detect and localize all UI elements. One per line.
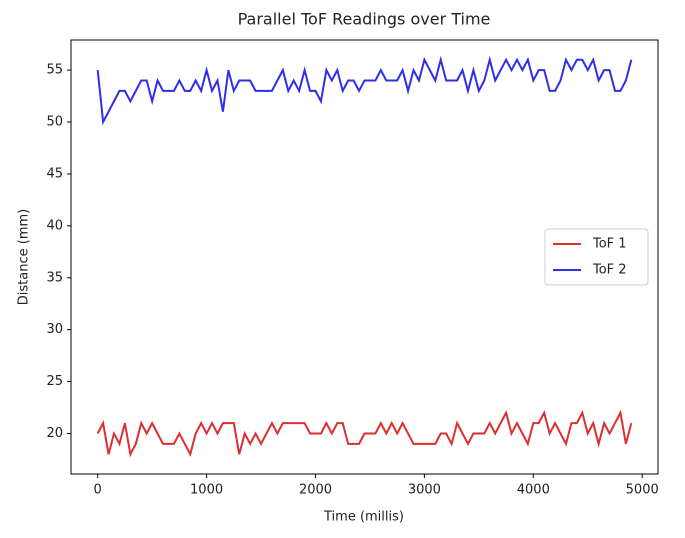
x-tick-label: 5000	[626, 483, 659, 498]
y-tick-label: 50	[46, 115, 63, 130]
series-line	[96, 55, 633, 126]
legend-label: ToF 1	[592, 237, 627, 252]
series-line	[96, 409, 633, 458]
x-tick-label: 2000	[299, 483, 332, 498]
y-tick-label: 45	[46, 166, 63, 181]
legend-label: ToF 2	[592, 263, 627, 278]
x-tick-label: 4000	[517, 483, 550, 498]
y-axis-label: Distance (mm)	[17, 209, 32, 305]
y-tick-label: 25	[46, 374, 63, 389]
plot-frame	[70, 39, 659, 475]
x-axis-label: Time (millis)	[323, 510, 404, 525]
y-tick-label: 55	[46, 63, 63, 78]
y-tick-label: 30	[46, 322, 63, 337]
y-tick-label: 35	[46, 270, 63, 285]
x-tick-label: 0	[94, 483, 102, 498]
chart-title: Parallel ToF Readings over Time	[238, 10, 491, 29]
y-tick-label: 40	[46, 218, 63, 233]
x-tick-label: 3000	[408, 483, 441, 498]
x-tick-label: 1000	[190, 483, 223, 498]
y-tick-label: 20	[46, 426, 63, 441]
